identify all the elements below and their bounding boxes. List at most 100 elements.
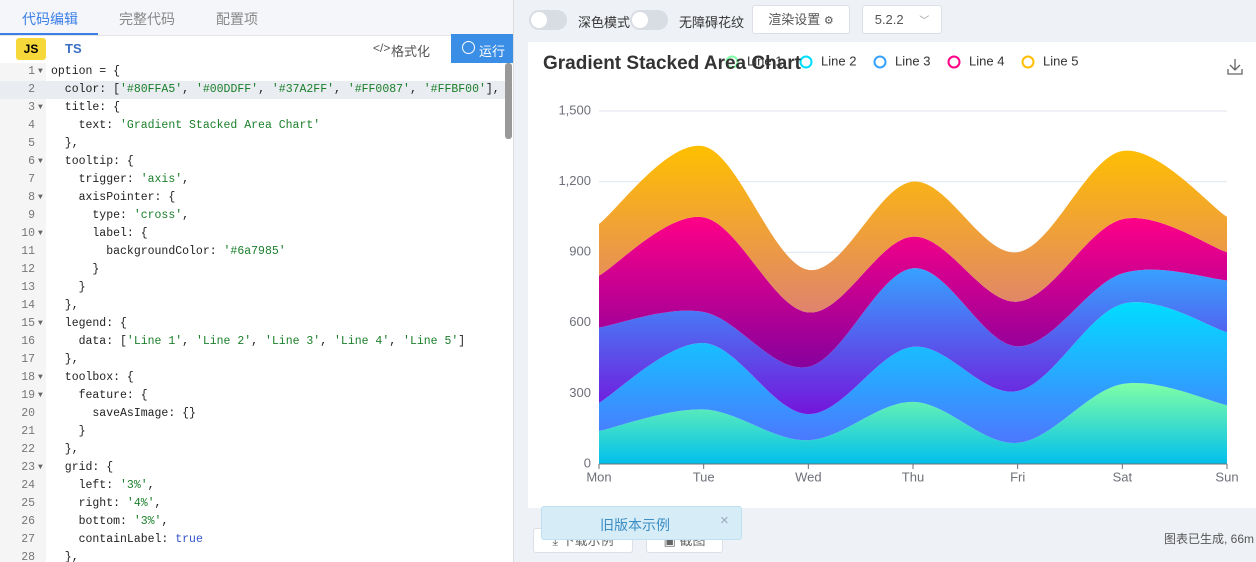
code-text: text: 'Gradient Stacked Area Chart' [51, 117, 321, 135]
save-icon[interactable] [1227, 59, 1243, 75]
chart-title: Gradient Stacked Area Chart [543, 53, 802, 74]
run-button-bg[interactable]: 运行 [451, 34, 513, 63]
line-number: 27 [21, 533, 35, 546]
code-text: title: { [51, 99, 120, 117]
code-text: left: '3%', [51, 477, 155, 495]
code-text: backgroundColor: '#6a7985' [51, 243, 285, 261]
code-row: 9 type: 'cross', [0, 207, 505, 225]
code-text: }, [51, 441, 79, 459]
code-token: left: [51, 479, 121, 492]
code-text: bottom: '3%', [51, 513, 169, 531]
tab[interactable]: 配置项 [216, 11, 258, 27]
toast-close[interactable]: × [720, 512, 729, 529]
y-tick-label: 600 [569, 314, 591, 329]
code-token: , [182, 209, 190, 222]
x-tick-label: Sat [1113, 469, 1133, 484]
code-token: , [251, 335, 265, 348]
tab[interactable]: 代码编辑 [22, 11, 78, 27]
line-number: 1 [28, 65, 35, 78]
code-editor[interactable]: 1 ▼ option = {2 color: ['#80FFA5', '#00DDF… [0, 63, 513, 562]
aria-toggle[interactable] [630, 10, 668, 30]
code-token: 'Gradient Stacked Area Chart' [120, 119, 321, 132]
code-token: '#37A2FF' [271, 83, 335, 96]
format-button[interactable]: 格式化 [391, 44, 431, 59]
code-token: }, [51, 443, 79, 456]
code-text: tooltip: { [51, 153, 134, 171]
code-token: '#00DDFF' [195, 83, 259, 96]
line-number: 22 [21, 443, 35, 456]
dark-toggle[interactable] [529, 10, 567, 30]
code-token: data: [ [51, 335, 127, 348]
tab[interactable]: 完整代码 [119, 11, 175, 27]
line-number: 28 [21, 551, 35, 562]
fold-arrow: ▼ [38, 373, 43, 382]
x-tick-label: Fri [1010, 469, 1025, 484]
legend-label: Line 3 [895, 53, 930, 68]
code-token: , [182, 335, 196, 348]
code-token: , [182, 83, 196, 96]
line-number: 9 [28, 209, 35, 222]
y-tick-label: 300 [569, 385, 591, 400]
code-token: containLabel: [51, 533, 176, 546]
line-number: 16 [21, 335, 35, 348]
line-number: 5 [28, 137, 35, 150]
code-token: legend: { [51, 317, 127, 330]
code-text: axisPointer: { [51, 189, 176, 207]
chevron: ﹀ [919, 16, 930, 27]
render-button[interactable]: 渲染设置 ⚙ [752, 5, 850, 34]
tab-underline [0, 33, 98, 35]
code-row: 1 ▼ option = { [0, 63, 505, 81]
lang-ts[interactable]: TS [65, 41, 82, 56]
code-row: 27 containLabel: true [0, 531, 505, 549]
code-row: 7 trigger: 'axis', [0, 171, 505, 189]
code-row: 10 ▼ label: { [0, 225, 505, 243]
toast: 旧版本示例 × [541, 506, 742, 540]
code-text: }, [51, 135, 79, 153]
fold-arrow: ▼ [38, 391, 43, 400]
code-text: }, [51, 351, 79, 369]
code-token: ], [485, 83, 500, 96]
line-number: 18 [21, 371, 35, 384]
code-row: 26 bottom: '3%', [0, 513, 505, 531]
legend-label: Line 2 [821, 53, 856, 68]
fold-arrow: ▼ [38, 319, 43, 328]
code-token: '3%' [120, 479, 148, 492]
code-token: true [175, 533, 203, 546]
code-text: containLabel: true [51, 531, 203, 549]
code-token: 'Line 3' [264, 335, 321, 348]
lang-js[interactable]: JS [16, 38, 46, 60]
line-number: 14 [21, 299, 35, 312]
code-row: 8 ▼ axisPointer: { [0, 189, 505, 207]
toast-text[interactable]: 旧版本示例 [600, 517, 670, 533]
code-token: } [51, 281, 86, 294]
code-row: 14 }, [0, 297, 505, 315]
legend-icon [947, 55, 961, 69]
x-tick-label: Wed [795, 469, 822, 484]
code-row: 2 color: ['#80FFA5', '#00DDFF', '#37A2FF… [0, 81, 505, 99]
status: 图表已生成, 66m [1164, 532, 1255, 546]
code-token: type: [51, 209, 134, 222]
run-button[interactable]: 运行 [479, 44, 506, 59]
code-row: 21 } [0, 423, 505, 441]
version-select[interactable]: 5.2.2 ﹀ [862, 5, 942, 34]
area [599, 302, 1227, 443]
code-token: }, [51, 137, 79, 150]
code-token: '3%' [133, 515, 162, 528]
code-token: , [389, 335, 404, 348]
line-number: 12 [21, 263, 35, 276]
code-row: 18 ▼ toolbox: { [0, 369, 505, 387]
line-number: 25 [21, 497, 35, 510]
code-token: } [51, 263, 100, 276]
fold-arrow: ▼ [38, 229, 43, 238]
run-icon [462, 41, 475, 54]
line-number: 3 [28, 101, 35, 114]
y-tick-label: 0 [584, 455, 591, 470]
line-number: 23 [21, 461, 35, 474]
code-token: '#80FFA5' [120, 83, 183, 96]
code-row: 12 } [0, 261, 505, 279]
code-row: 17 }, [0, 351, 505, 369]
line-number: 15 [21, 317, 35, 330]
code-row: 24 left: '3%', [0, 477, 505, 495]
code-row: 11 backgroundColor: '#6a7985' [0, 243, 505, 261]
download-glyph[interactable] [1227, 59, 1243, 75]
